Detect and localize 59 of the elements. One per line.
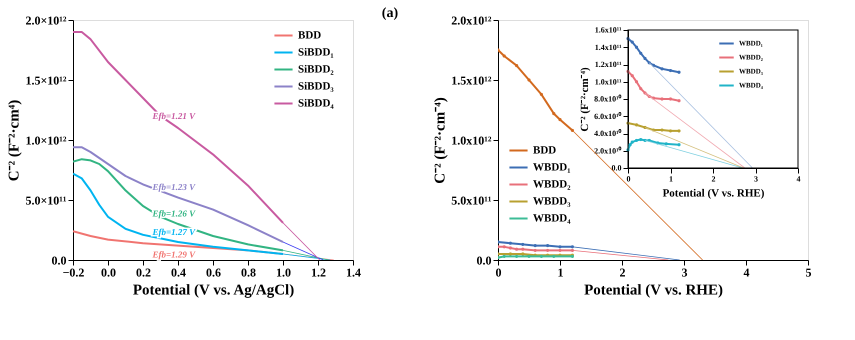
legend-label: BDD [298, 30, 322, 42]
y-axis-title: C⁻² (F⁻²·cm⁴) [6, 100, 22, 182]
x-tick-label: 5 [806, 266, 812, 280]
x-axis-title: Potential (V vs. Ag/AgCl) [132, 282, 294, 298]
x-tick-label: 2 [620, 266, 626, 280]
x-tick-label: 4 [744, 266, 750, 280]
y-tick-label: 0.0 [476, 254, 492, 268]
x-tick-label: 2 [712, 174, 716, 184]
legend-label: SiBDD₂ [298, 64, 334, 76]
annotation: Efb=1.27 V [151, 227, 196, 238]
y-tick-label: 8.0x10¹⁰ [594, 94, 622, 104]
y-tick-label: 1.5×10¹² [25, 74, 67, 88]
y-tick-label: 1.0×10¹² [25, 134, 67, 148]
y-tick-label: 1.5x10¹² [451, 74, 492, 88]
y-tick-label: 5.0x10¹¹ [451, 194, 492, 208]
y-tick-label: 1.0x10¹² [451, 134, 492, 148]
x-tick-label: 0.4 [171, 266, 186, 280]
y-tick-label: 6.0x10¹⁰ [594, 112, 622, 121]
y-tick-label: 2.0×10¹² [25, 14, 67, 28]
legend-label: WBDD₂ [533, 178, 572, 190]
y-tick-label: 5.0×10¹¹ [25, 194, 67, 208]
y-tick-label: 2.0x10¹⁰ [594, 146, 622, 156]
x-axis-title: Potential (V vs. RHE) [662, 188, 765, 200]
legend-label: WBDD₄ [533, 212, 572, 224]
annotation: Efb=1.29 V [151, 249, 196, 260]
y-tick-label: 4.0x10¹⁰ [594, 129, 622, 138]
annotation: Efb=1.23 V [151, 182, 196, 192]
x-tick-label: 1 [558, 266, 564, 280]
x-tick-label: −0.2 [62, 266, 84, 280]
legend-label: BDD [533, 144, 556, 156]
x-axis-title: Potential (V vs. RHE) [584, 282, 723, 298]
legend-label: SiBDD₁ [298, 46, 334, 58]
y-tick-label: 2.0x10¹² [451, 14, 492, 28]
x-tick-label: 1.2 [311, 266, 326, 280]
y-tick-label: 1.0x10¹¹ [594, 77, 622, 86]
x-tick-label: 0 [496, 266, 502, 280]
x-tick-label: 0.0 [101, 266, 116, 280]
y-tick-label: 1.4x10¹¹ [594, 42, 622, 52]
x-tick-label: 4 [796, 174, 800, 184]
legend-label: WBDD₁ [533, 162, 571, 174]
x-tick-label: 1.4 [346, 266, 361, 280]
x-tick-label: 3 [682, 266, 688, 280]
legend-label: SiBDD₄ [298, 98, 334, 110]
x-tick-label: 0.8 [241, 266, 256, 280]
y-tick-label: 0.0 [612, 164, 622, 172]
y-tick-label: 1.6x10¹¹ [594, 26, 622, 34]
y-tick-label: 1.2x10¹¹ [594, 60, 622, 69]
x-tick-label: 0 [626, 174, 630, 184]
x-tick-label: 3 [754, 174, 758, 184]
y-tick-label: 0.0 [52, 254, 66, 268]
x-tick-label: 1 [669, 174, 673, 184]
y-axis-title: C⁻² (F⁻²·cm⁻⁴) [579, 66, 592, 132]
legend-label: SiBDD₃ [298, 80, 334, 92]
x-tick-label: 0.6 [206, 266, 221, 280]
x-tick-label: 0.2 [136, 266, 151, 280]
chart-title: (a) [382, 6, 398, 21]
legend-label: WBDD₃ [533, 196, 572, 208]
x-tick-label: 1.0 [276, 266, 291, 280]
y-axis-title: C⁻² (F⁻²·cm⁻⁴) [432, 97, 448, 184]
